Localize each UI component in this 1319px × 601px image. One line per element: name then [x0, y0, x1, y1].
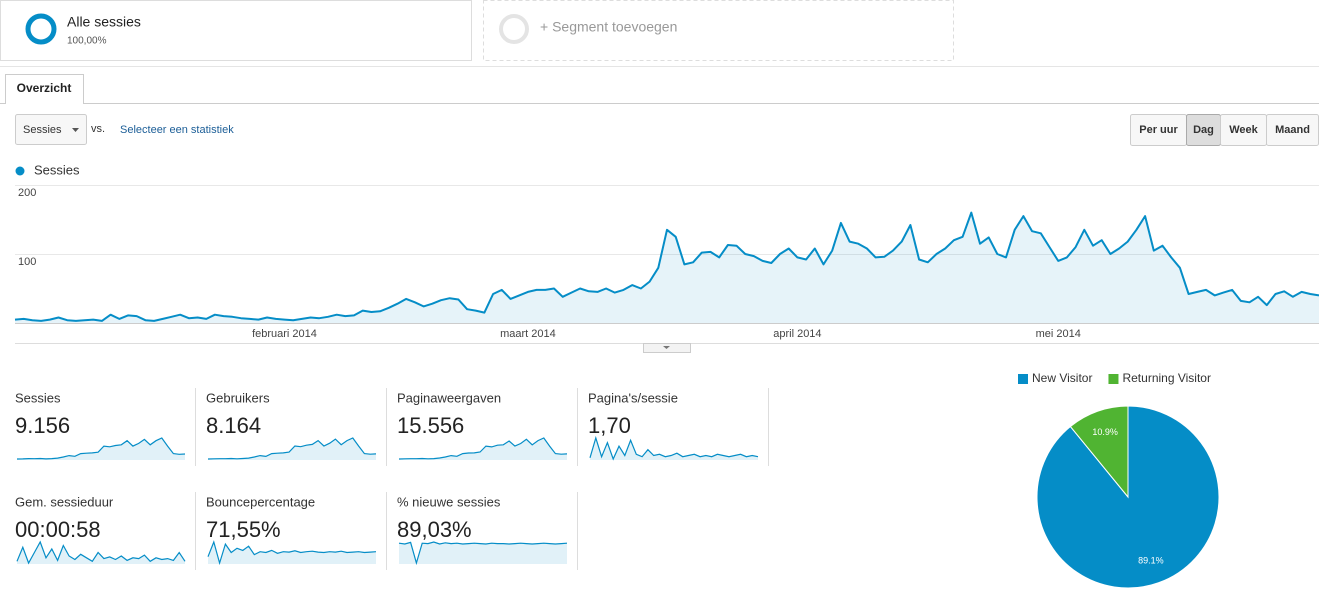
metric-dropdown-label[interactable]: Sessies [23, 124, 62, 136]
x-tick-label: april 2014 [773, 328, 821, 340]
tab[interactable] [5, 74, 84, 105]
metric-label: Gebruikers [206, 390, 270, 405]
segment-name: Alle sessies [67, 14, 141, 30]
granularity-label[interactable]: Dag [1193, 124, 1214, 136]
sparkline [207, 437, 377, 460]
metric-value: 89,03% [397, 517, 472, 542]
y-tick-label: 200 [18, 187, 36, 199]
metric-value: 9.156 [15, 413, 70, 438]
granularity-label[interactable]: Per uur [1139, 124, 1178, 136]
line-chart: 100 200 februari 2014 maart 2014 april 2014 m… [14, 162, 1319, 340]
add-segment-card[interactable] [483, 0, 954, 61]
legend-swatch [1108, 374, 1119, 384]
legend-label: New Visitor [1032, 371, 1092, 385]
metric-value: 8.164 [206, 413, 261, 438]
sparkline [207, 540, 377, 566]
segment-card[interactable] [0, 0, 472, 61]
metric-value: 1,70 [588, 413, 631, 438]
area [15, 212, 1319, 323]
tab-label[interactable]: Overzicht [17, 81, 72, 95]
sparkline-area [399, 438, 567, 460]
compare-link[interactable]: Selecteer een statistiek [120, 124, 234, 136]
legend-label: Returning Visitor [1122, 371, 1211, 385]
add-segment[interactable]: + Segment toevoegen [540, 19, 677, 35]
sparkline-area [17, 542, 185, 564]
sparkline-area [399, 542, 567, 564]
dropdown-arrow [72, 128, 79, 132]
metric-value: 00:00:58 [15, 517, 101, 542]
vs-label: vs. [91, 123, 105, 135]
slice-label: 10.9% [1092, 427, 1118, 437]
segment-icon [25, 13, 57, 45]
x-tick-label: mei 2014 [1036, 328, 1081, 340]
granularity-label[interactable]: Maand [1275, 124, 1310, 136]
segment-share: 100,00% [67, 36, 107, 47]
sparkline [398, 437, 568, 460]
line [14, 211, 1319, 322]
granularity-buttons: Per uur Dag Week Maand [1130, 114, 1319, 146]
sparkline-area [208, 542, 376, 564]
x-tick-label: maart 2014 [500, 328, 556, 340]
x-tick-label: februari 2014 [252, 328, 317, 340]
metric-dropdown[interactable] [15, 114, 87, 145]
metrics: Sessies 9.156 Gebruikers 8.164 Paginaweergav… [15, 388, 769, 570]
metric-value: 71,55% [206, 517, 281, 542]
sparkline [589, 435, 759, 461]
y-tick-label: 100 [18, 256, 36, 268]
granularity-label[interactable]: Week [1229, 124, 1258, 136]
metric-label: Bouncepercentage [206, 494, 315, 509]
resize-arrow [663, 346, 670, 349]
legend-label: Sessies [34, 162, 80, 177]
sparkline-area [590, 438, 758, 460]
sparkline-area [17, 438, 185, 460]
sparkline [16, 437, 186, 460]
metric-label: % nieuwe sessies [397, 494, 501, 509]
pie-chart: 89.1% 10.9% New Visitor Returning Visitor [1018, 371, 1220, 589]
add-segment-icon [499, 14, 529, 44]
metric-label: Gem. sessieduur [15, 494, 114, 509]
sparkline [398, 541, 568, 566]
slice-label: 89.1% [1138, 556, 1164, 566]
metric-label: Sessies [15, 390, 61, 405]
legend-marker [15, 166, 25, 176]
metric-label: Pagina's/sessie [588, 390, 678, 405]
metric-value: 15.556 [397, 413, 464, 438]
pie-slice[interactable] [1069, 405, 1129, 499]
legend-swatch [1018, 374, 1028, 384]
sparkline [16, 540, 186, 565]
sparkline-area [208, 438, 376, 460]
metric-label: Paginaweergaven [397, 390, 501, 405]
